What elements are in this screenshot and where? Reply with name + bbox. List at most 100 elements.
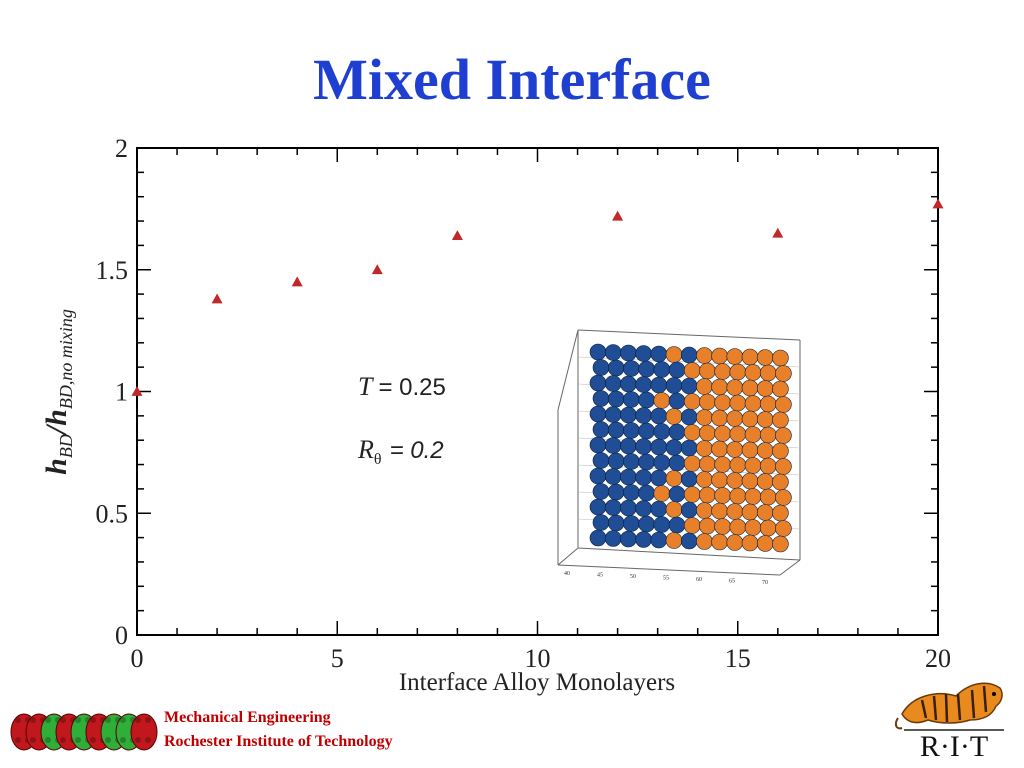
molecule-bead (15, 717, 21, 723)
molecule-bead (15, 737, 21, 743)
molecule-segment (130, 713, 158, 751)
atom (759, 488, 777, 506)
atom (592, 390, 610, 407)
inset-box-edge (557, 564, 781, 576)
atom (623, 360, 640, 377)
rit-logo-text: R·I·T (920, 730, 988, 762)
atom (650, 345, 668, 363)
molecule-bead (75, 717, 81, 723)
atom (744, 426, 762, 443)
atom (726, 410, 744, 427)
atom (665, 408, 683, 425)
atom (772, 504, 789, 522)
atom (711, 533, 728, 551)
data-point (451, 230, 463, 241)
molecule-bead (90, 737, 96, 743)
y-label-sub2: BD,no mixing (56, 309, 76, 409)
atom (638, 391, 655, 409)
molecule-bead (75, 737, 81, 743)
atom (744, 519, 762, 536)
x-tick-label: 10 (525, 644, 551, 673)
y-tick-label: 1 (115, 378, 128, 407)
data-point (772, 227, 784, 238)
atom (714, 487, 731, 504)
atom (683, 486, 701, 503)
atom (726, 534, 744, 551)
atom (665, 346, 683, 363)
atom (635, 438, 652, 455)
y-label-h: h (40, 458, 73, 475)
atom (589, 498, 607, 516)
atom (604, 406, 622, 423)
data-point (932, 198, 944, 209)
atom (683, 393, 701, 410)
slide-title: Mixed Interface (313, 47, 711, 112)
atom (665, 377, 683, 394)
atom (756, 535, 774, 552)
inset-box-edge (577, 329, 801, 341)
annotation-r-sub: θ (374, 451, 382, 468)
atom (680, 532, 698, 550)
atom (668, 392, 686, 410)
atom (699, 455, 716, 473)
atom (620, 499, 637, 517)
atom (729, 425, 747, 443)
atom (589, 343, 607, 361)
atom (756, 504, 774, 521)
atom (683, 424, 701, 441)
atom (759, 457, 777, 475)
x-tick-label: 15 (725, 644, 751, 673)
annotation-r: Rθ = 0.2 (357, 435, 444, 468)
atom (653, 361, 671, 378)
atom (635, 345, 652, 362)
atom (665, 501, 683, 518)
y-tick-label: 0 (115, 621, 128, 650)
atom (714, 363, 731, 380)
molecule-bead (30, 737, 36, 743)
molecule-bead (45, 737, 51, 743)
atom (714, 425, 731, 442)
atom (775, 427, 792, 444)
atom (604, 499, 622, 516)
atom (620, 530, 637, 548)
atom (726, 503, 744, 520)
inset-box-edge (557, 329, 579, 411)
atom (741, 410, 759, 428)
atom (729, 518, 747, 536)
molecule-bead (60, 737, 66, 743)
atom (699, 517, 716, 535)
atom (726, 348, 744, 365)
atom (589, 529, 607, 547)
atom (759, 395, 777, 413)
atom (635, 407, 652, 424)
atom (729, 456, 747, 474)
atom (623, 453, 640, 470)
atom (620, 344, 637, 362)
atom (680, 377, 698, 395)
atom (741, 379, 759, 397)
atom (680, 346, 698, 364)
atom (772, 442, 789, 460)
atom (759, 426, 777, 444)
atom (729, 394, 747, 412)
molecule-bead (135, 717, 141, 723)
atom (635, 469, 652, 486)
atom (668, 361, 686, 379)
atom (680, 470, 698, 488)
atom (696, 502, 713, 519)
atom (604, 530, 622, 547)
atom (775, 520, 792, 537)
atom (775, 396, 792, 413)
atom (592, 483, 610, 500)
atom (714, 394, 731, 411)
data-point (291, 276, 303, 287)
atom (592, 514, 610, 531)
atom (711, 440, 728, 458)
y-label-sub1: BD (56, 434, 76, 458)
atom (772, 535, 789, 553)
y-label-sep: /h (40, 409, 73, 436)
annotation-r-symbol: R (357, 435, 374, 464)
molecule-bead (145, 717, 151, 723)
footer-molecule-logo (10, 713, 158, 751)
atom (699, 486, 716, 504)
